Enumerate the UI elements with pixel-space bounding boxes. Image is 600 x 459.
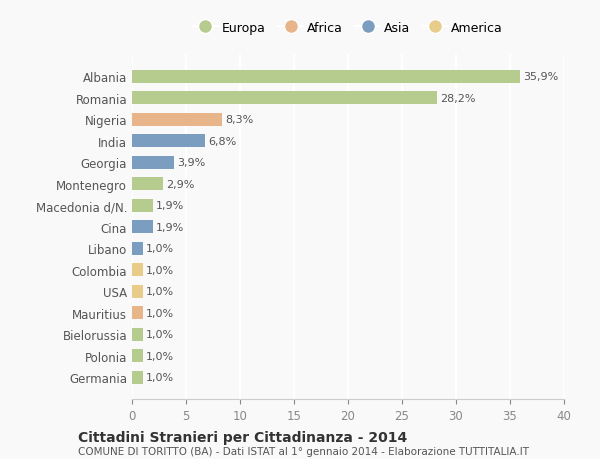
Bar: [132, 263, 143, 276]
Bar: [132, 307, 143, 319]
Text: 8,3%: 8,3%: [225, 115, 253, 125]
Bar: [132, 199, 152, 212]
Bar: [132, 242, 143, 255]
Bar: [132, 349, 143, 362]
Bar: [132, 92, 437, 105]
Text: 6,8%: 6,8%: [209, 136, 237, 146]
Text: 1,9%: 1,9%: [156, 201, 184, 211]
Text: 1,0%: 1,0%: [146, 265, 174, 275]
Text: 1,0%: 1,0%: [146, 308, 174, 318]
Text: 1,0%: 1,0%: [146, 286, 174, 297]
Bar: [132, 285, 143, 298]
Bar: [132, 71, 520, 84]
Text: 1,9%: 1,9%: [156, 222, 184, 232]
Bar: [132, 371, 143, 384]
Text: 1,0%: 1,0%: [146, 244, 174, 254]
Bar: [132, 221, 152, 234]
Text: 3,9%: 3,9%: [178, 158, 206, 168]
Text: 35,9%: 35,9%: [523, 72, 558, 82]
Text: 2,9%: 2,9%: [167, 179, 195, 189]
Bar: [132, 135, 205, 148]
Text: COMUNE DI TORITTO (BA) - Dati ISTAT al 1° gennaio 2014 - Elaborazione TUTTITALIA: COMUNE DI TORITTO (BA) - Dati ISTAT al 1…: [78, 447, 529, 456]
Bar: [132, 113, 221, 127]
Text: 1,0%: 1,0%: [146, 351, 174, 361]
Text: 28,2%: 28,2%: [440, 94, 475, 104]
Text: Cittadini Stranieri per Cittadinanza - 2014: Cittadini Stranieri per Cittadinanza - 2…: [78, 430, 407, 444]
Bar: [132, 178, 163, 191]
Text: 1,0%: 1,0%: [146, 330, 174, 339]
Legend: Europa, Africa, Asia, America: Europa, Africa, Asia, America: [188, 17, 508, 39]
Text: 1,0%: 1,0%: [146, 372, 174, 382]
Bar: [132, 328, 143, 341]
Bar: [132, 157, 174, 169]
